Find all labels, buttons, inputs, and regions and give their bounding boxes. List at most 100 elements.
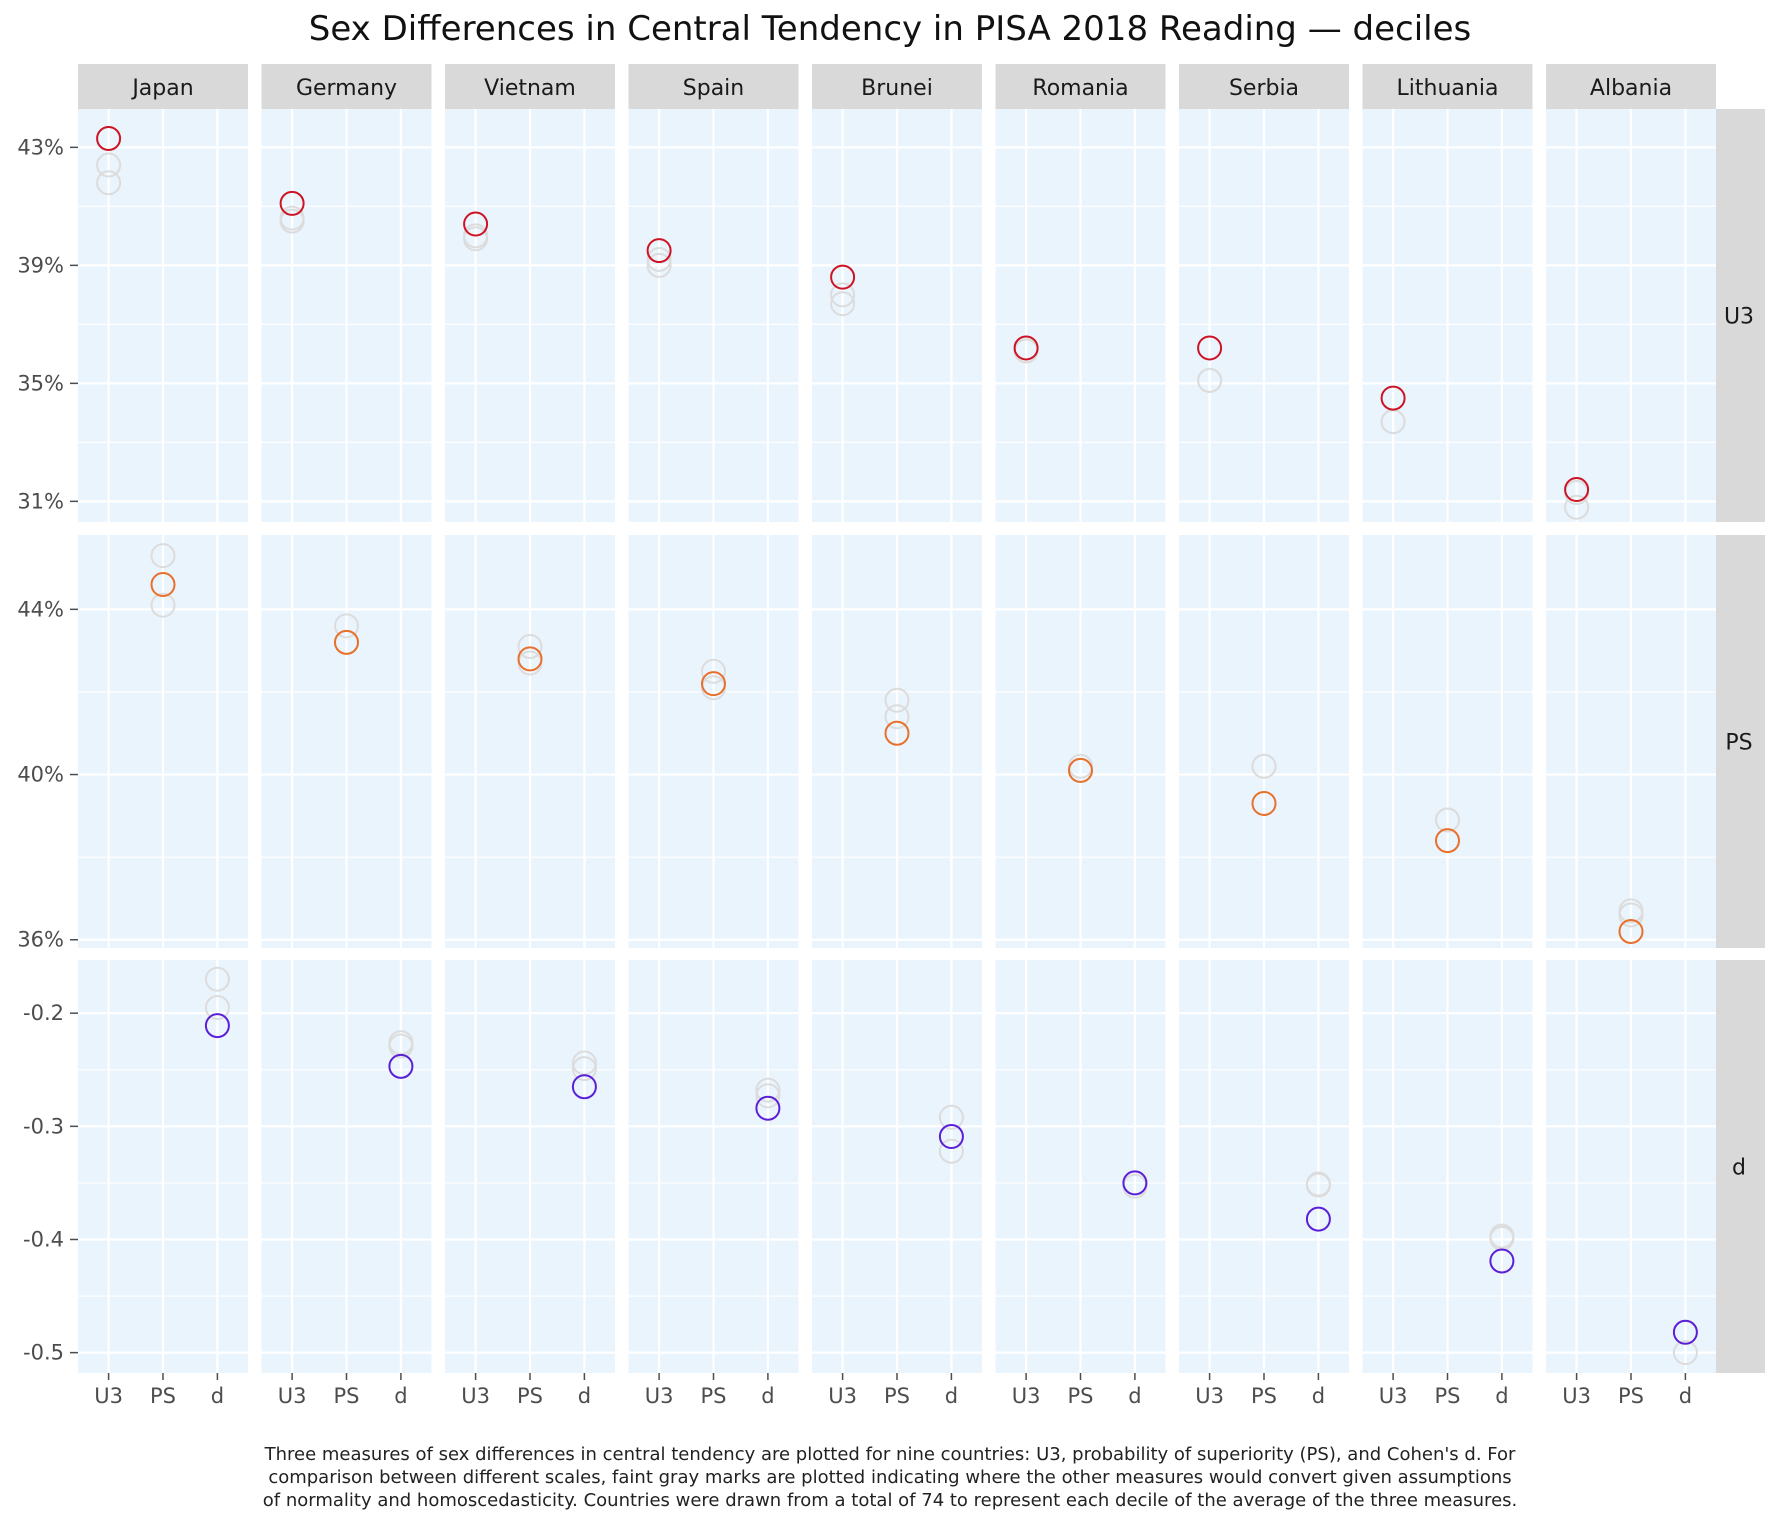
x-tick-label-u3: U3 [461, 1384, 490, 1408]
data-point-vietnam-ps [517, 646, 543, 672]
x-tick-label-u3: U3 [828, 1384, 857, 1408]
x-tick-label-u3: U3 [645, 1384, 674, 1408]
data-point-brunei-u3 [830, 264, 856, 290]
data-point-spain-ps [701, 671, 726, 697]
row-label-u3: U3 [1724, 305, 1754, 330]
y-tick-label-u3: 43% [17, 135, 64, 159]
faint-point-japan-u3 [96, 170, 122, 196]
y-tick-label-ps: 36% [17, 928, 64, 952]
x-tick-label-u3: U3 [1195, 1384, 1224, 1408]
y-tick-label-d: -0.2 [23, 1001, 64, 1025]
faint-point-serbia-ps [1251, 753, 1277, 779]
data-point-spain-u3 [646, 238, 672, 264]
facet-label-vietnam: Vietnam [484, 76, 576, 101]
row-strip-ps [1713, 535, 1765, 948]
faint-point-spain-d [755, 1083, 781, 1109]
data-point-brunei-ps [884, 720, 910, 746]
facet-strip-romania [995, 64, 1166, 109]
data-point-brunei-d [938, 1124, 964, 1150]
row-label-d: d [1732, 1156, 1746, 1181]
x-tick-label-d: d [761, 1384, 774, 1408]
data-point-albania-u3 [1564, 477, 1590, 503]
data-point-lithuania-d [1489, 1248, 1515, 1274]
x-tick-label-ps: PS [701, 1384, 727, 1408]
caption-line-3: of normality and homoscedasticity. Count… [263, 1490, 1518, 1511]
data-point-germany-d [388, 1053, 414, 1079]
x-tick-label-d: d [211, 1384, 224, 1408]
x-tick-label-ps: PS [1068, 1384, 1094, 1408]
data-point-romania-ps [1068, 757, 1093, 783]
data-point-romania-u3 [1013, 335, 1039, 361]
data-point-vietnam-d [571, 1074, 597, 1100]
x-tick-label-d: d [945, 1384, 958, 1408]
facet-label-lithuania: Lithuania [1397, 76, 1499, 101]
row-strip-u3 [1713, 109, 1765, 522]
facet-strip-lithuania [1362, 64, 1533, 109]
x-tick-label-ps: PS [517, 1384, 543, 1408]
faint-point-japan-ps [150, 543, 176, 569]
x-tick-label-d: d [578, 1384, 591, 1408]
y-tick-label-u3: 39% [17, 253, 64, 277]
data-point-serbia-d [1305, 1206, 1331, 1232]
faint-point-serbia-d [1305, 1172, 1331, 1198]
data-point-albania-ps [1618, 918, 1644, 944]
caption-line-1: Three measures of sex differences in cen… [264, 1444, 1516, 1465]
faint-point-spain-u3 [646, 246, 672, 272]
faint-point-brunei-ps [884, 687, 910, 713]
faint-point-vietnam-ps [517, 634, 543, 660]
faint-point-japan-u3 [96, 152, 122, 178]
x-tick-label-ps: PS [1251, 1384, 1277, 1408]
facet-strip-spain [628, 64, 799, 109]
faint-point-vietnam-u3 [463, 226, 489, 252]
facet-strip-vietnam [445, 64, 615, 109]
x-tick-label-d: d [1679, 1384, 1692, 1408]
x-tick-label-u3: U3 [278, 1384, 307, 1408]
y-tick-label-u3: 35% [17, 371, 64, 395]
x-tick-label-d: d [1495, 1384, 1508, 1408]
faint-point-spain-d [755, 1077, 781, 1103]
chart-title: Sex Differences in Central Tendency in P… [309, 9, 1471, 49]
faint-point-serbia-u3 [1197, 367, 1223, 393]
facet-panels: Japan Germany Vietnam Spain Brunei Romania Ser… [17, 64, 1765, 1408]
facet-label-spain: Spain [683, 76, 744, 101]
x-tick-label-d: d [1128, 1384, 1141, 1408]
faint-point-brunei-u3 [830, 291, 856, 317]
faint-point-japan-d [204, 995, 230, 1021]
faint-point-brunei-ps [884, 704, 910, 730]
facet-label-germany: Germany [296, 76, 397, 101]
faint-point-germany-d [388, 1033, 414, 1059]
y-tick-label-d: -0.3 [23, 1114, 64, 1138]
facet-label-albania: Albania [1590, 76, 1672, 101]
faint-point-albania-ps [1618, 902, 1644, 928]
data-point-japan-u3 [96, 126, 122, 151]
data-point-japan-d [204, 1013, 230, 1039]
faint-point-germany-ps [334, 613, 359, 639]
x-tick-label-d: d [1312, 1384, 1325, 1408]
faint-point-japan-ps [150, 592, 176, 618]
x-tick-label-ps: PS [150, 1384, 176, 1408]
data-point-lithuania-u3 [1380, 385, 1406, 411]
facet-strip-germany [261, 64, 432, 109]
x-tick-label-ps: PS [884, 1384, 910, 1408]
faint-point-japan-d [204, 966, 230, 992]
data-point-germany-ps [334, 629, 359, 655]
data-point-romania-d [1122, 1170, 1148, 1196]
faint-point-brunei-u3 [830, 282, 856, 308]
row-strip-d [1713, 960, 1765, 1373]
facet-strip-serbia [1179, 64, 1349, 109]
faint-point-brunei-d [938, 1104, 964, 1130]
caption-line-2: comparison between different scales, fai… [268, 1467, 1511, 1488]
y-tick-label-d: -0.5 [23, 1341, 64, 1365]
faint-point-spain-ps [701, 658, 726, 684]
row-label-ps: PS [1725, 731, 1752, 756]
faint-point-albania-u3 [1564, 494, 1590, 520]
faint-point-vietnam-d [571, 1056, 597, 1082]
x-tick-label-ps: PS [334, 1384, 360, 1408]
facet-label-romania: Romania [1032, 76, 1128, 101]
y-tick-label-ps: 44% [17, 597, 64, 621]
x-tick-label-u3: U3 [1562, 1384, 1591, 1408]
data-point-spain-d [755, 1095, 781, 1121]
faint-point-spain-u3 [646, 252, 672, 278]
facet-strip-japan [78, 64, 248, 109]
